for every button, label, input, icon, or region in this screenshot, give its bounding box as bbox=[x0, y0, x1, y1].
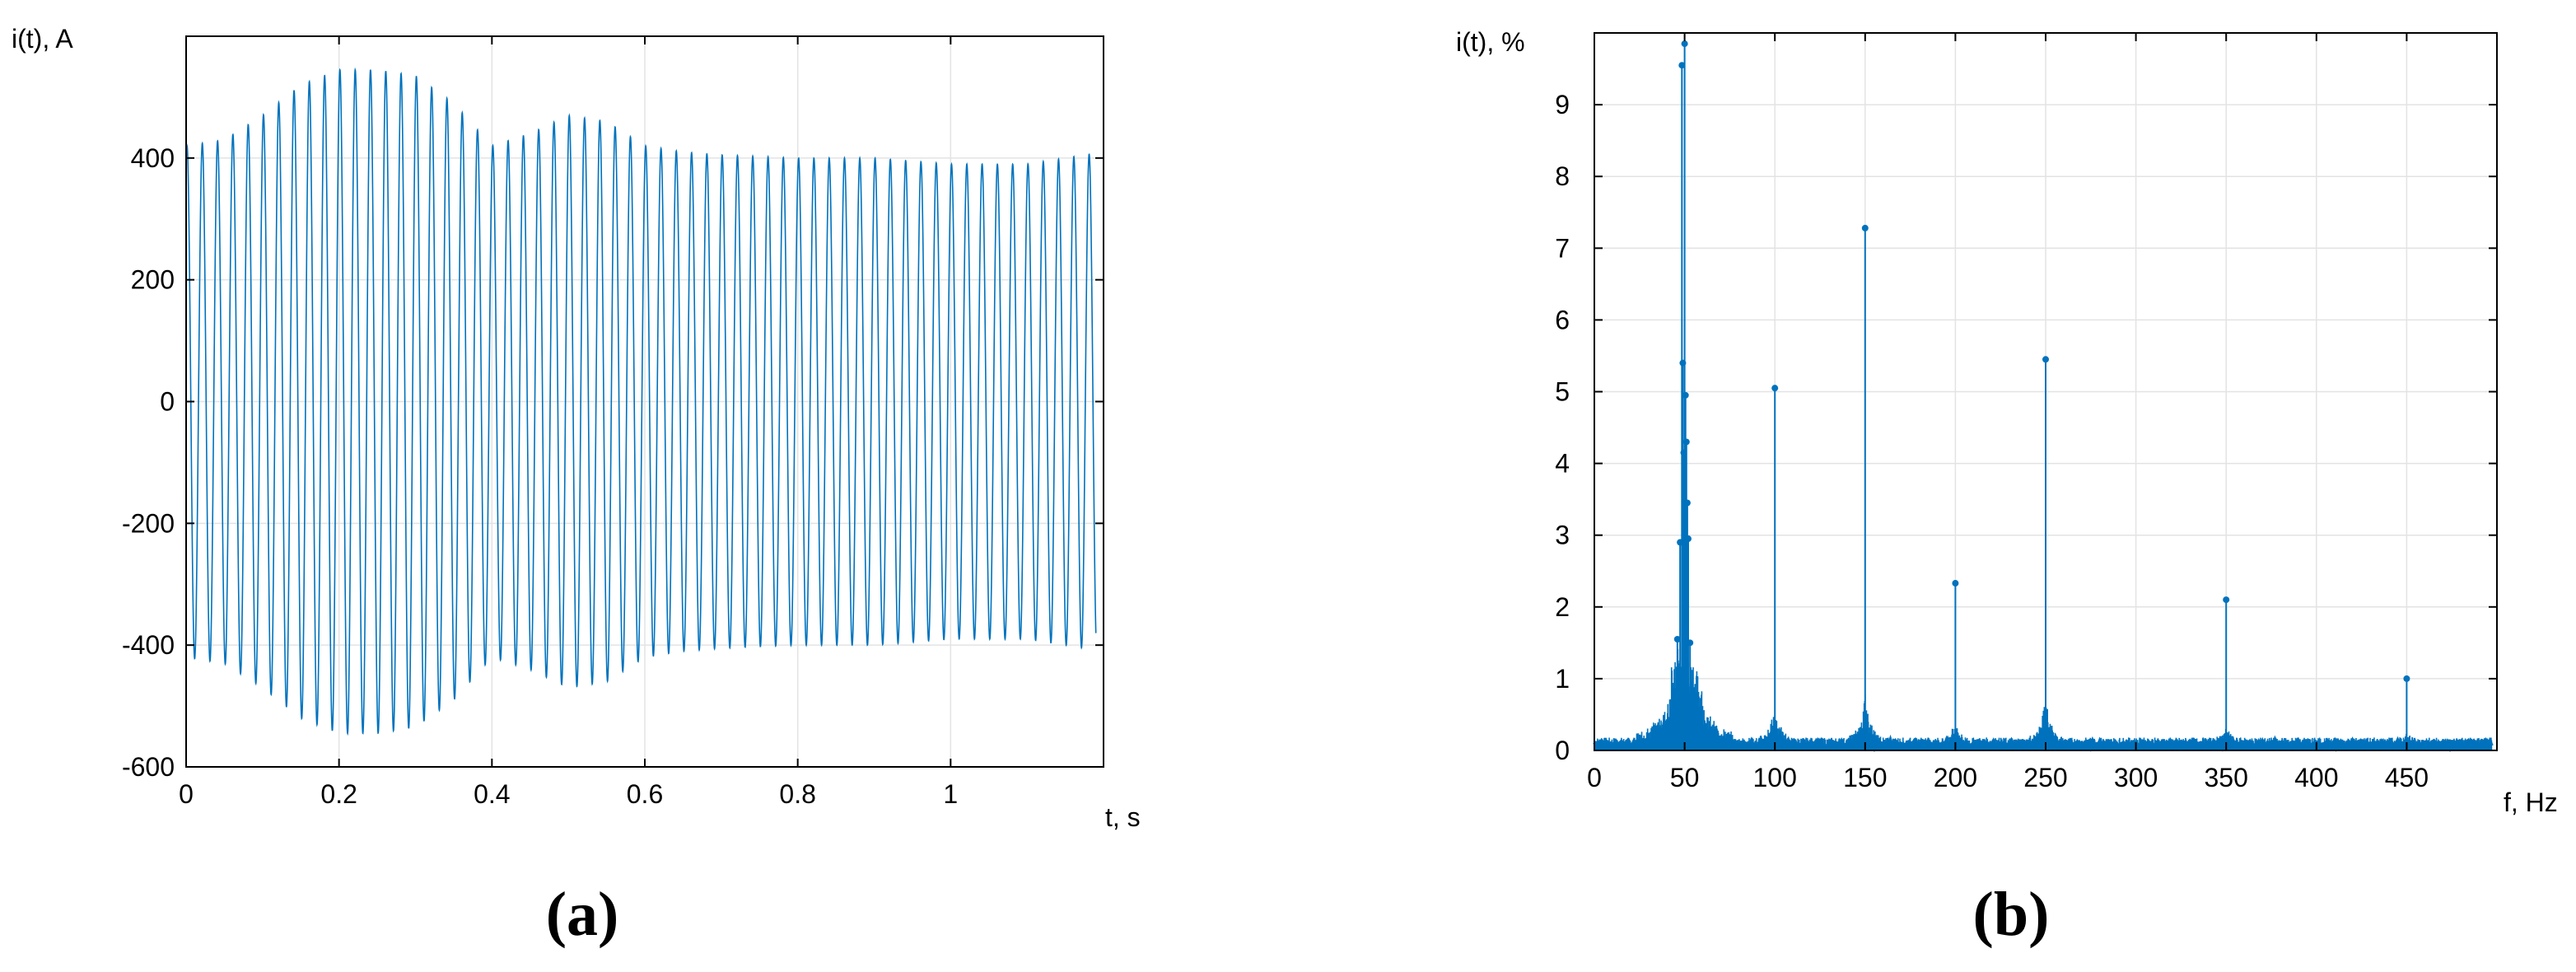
panel-label-a: (a) bbox=[546, 880, 619, 949]
y-tick-label: -600 bbox=[122, 752, 175, 782]
y-tick-label: 2 bbox=[1555, 592, 1570, 622]
x-tick-label: 100 bbox=[1753, 763, 1797, 792]
x-tick-label: 0.4 bbox=[474, 779, 510, 809]
harmonic-peak-marker bbox=[2042, 356, 2049, 363]
current-waveform-a bbox=[185, 67, 1097, 736]
spectrum-noise-floor-b bbox=[1593, 604, 2494, 753]
x-tick-label: 0 bbox=[179, 779, 194, 809]
y-axis-label-a: i(t), A bbox=[12, 24, 73, 54]
harmonic-stems-b bbox=[1673, 40, 2410, 750]
y-tick-label: -400 bbox=[122, 630, 175, 660]
x-tick-label: 400 bbox=[2294, 763, 2338, 792]
x-tick-label: 0.8 bbox=[779, 779, 815, 809]
x-tick-label: 1 bbox=[943, 779, 958, 809]
panel-label-b: (b) bbox=[1973, 880, 2050, 949]
cluster-peak-marker bbox=[1678, 62, 1686, 69]
y-tick-label: 9 bbox=[1555, 90, 1570, 119]
spectrum-panel: 0 50 100 150 200 250 300 350 400 450 0 1 2 3 4 5 6 7 8 9 i(… bbox=[1456, 27, 2558, 949]
x-axis-label-b: f, Hz bbox=[2504, 787, 2558, 817]
tick-marks-a bbox=[185, 36, 1104, 768]
cluster-peak-marker bbox=[1673, 635, 1681, 643]
harmonic-peak-marker bbox=[2403, 675, 2410, 682]
tick-labels-a: 0 0.2 0.4 0.6 0.8 1 -600 -400 -200 0 200 400 bbox=[122, 143, 958, 809]
y-tick-label: 1 bbox=[1555, 664, 1570, 694]
tick-labels-b: 0 50 100 150 200 250 300 350 400 450 0 1 2 3 4 5 6 7 8 9 bbox=[1555, 90, 2429, 792]
x-axis-label-a: t, s bbox=[1105, 802, 1141, 832]
x-tick-label: 50 bbox=[1670, 763, 1700, 792]
cluster-peak-marker bbox=[1687, 639, 1694, 647]
y-tick-label: 0 bbox=[160, 387, 175, 417]
harmonic-peak-marker bbox=[1952, 580, 1959, 587]
y-tick-label: 400 bbox=[131, 143, 175, 173]
harmonic-peak-marker bbox=[1771, 385, 1779, 392]
x-tick-label: 0.2 bbox=[320, 779, 357, 809]
waveform-line bbox=[185, 67, 1097, 736]
harmonic-peak-marker bbox=[1861, 224, 1869, 231]
x-tick-label: 450 bbox=[2385, 763, 2429, 792]
noise-floor bbox=[1593, 734, 2494, 753]
time-domain-panel: 0 0.2 0.4 0.6 0.8 1 -600 -400 -200 0 200 400 i(t), … bbox=[12, 24, 1141, 949]
x-tick-label: 350 bbox=[2205, 763, 2248, 792]
harmonic-peak-marker bbox=[1681, 40, 1688, 48]
y-tick-label: 6 bbox=[1555, 305, 1570, 334]
y-tick-label: 3 bbox=[1555, 521, 1570, 550]
x-tick-label: 250 bbox=[2023, 763, 2067, 792]
y-axis-label-b: i(t), % bbox=[1456, 27, 1525, 57]
y-tick-label: 8 bbox=[1555, 161, 1570, 191]
tick-marks-b bbox=[1594, 33, 2497, 751]
y-tick-label: 200 bbox=[131, 265, 175, 295]
y-tick-label: 7 bbox=[1555, 233, 1570, 263]
y-tick-label: 5 bbox=[1555, 377, 1570, 407]
x-tick-label: 200 bbox=[1934, 763, 1977, 792]
cluster-peak-marker bbox=[1677, 539, 1684, 546]
cluster-peak-marker bbox=[1683, 499, 1691, 507]
x-tick-label: 150 bbox=[1843, 763, 1887, 792]
x-tick-label: 300 bbox=[2114, 763, 2158, 792]
y-tick-label: -200 bbox=[122, 508, 175, 538]
cluster-peak-marker bbox=[1682, 391, 1689, 399]
x-tick-label: 0.6 bbox=[627, 779, 663, 809]
y-tick-label: 0 bbox=[1555, 736, 1570, 765]
cluster-peak-marker bbox=[1684, 535, 1692, 543]
y-tick-label: 4 bbox=[1555, 449, 1570, 479]
harmonic-peak-marker bbox=[2223, 596, 2230, 604]
x-tick-label: 0 bbox=[1587, 763, 1602, 792]
